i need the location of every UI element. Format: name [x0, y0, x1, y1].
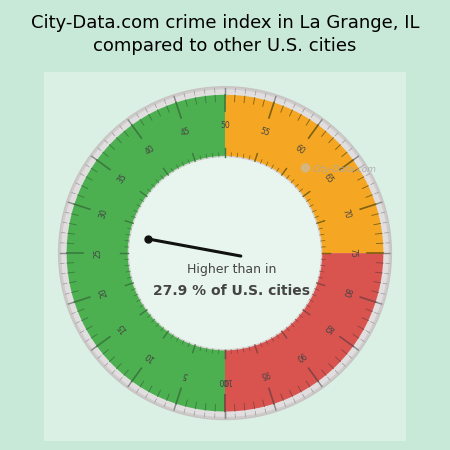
Text: 15: 15 — [115, 322, 128, 335]
Text: 35: 35 — [115, 171, 128, 185]
Circle shape — [301, 163, 310, 173]
Text: City-Data.com crime index in La Grange, IL
compared to other U.S. cities: City-Data.com crime index in La Grange, … — [31, 14, 419, 55]
Text: 75: 75 — [348, 248, 357, 258]
Text: 45: 45 — [180, 126, 192, 138]
Text: 30: 30 — [98, 208, 109, 220]
Text: 20: 20 — [98, 287, 109, 298]
Text: City-Data.com: City-Data.com — [312, 166, 376, 175]
Text: 60: 60 — [293, 144, 306, 157]
Text: 95: 95 — [258, 369, 270, 380]
Text: 55: 55 — [258, 126, 270, 138]
Text: 100: 100 — [218, 376, 232, 385]
Text: 80: 80 — [341, 287, 352, 298]
Text: 10: 10 — [144, 350, 157, 363]
Text: 40: 40 — [144, 144, 157, 157]
Wedge shape — [67, 95, 225, 411]
Text: 65: 65 — [322, 171, 335, 185]
Text: 0: 0 — [223, 376, 227, 385]
Text: 5: 5 — [182, 369, 189, 379]
Circle shape — [128, 157, 322, 350]
Text: 90: 90 — [293, 350, 306, 363]
Wedge shape — [225, 253, 383, 411]
Wedge shape — [58, 87, 392, 419]
Text: Higher than in: Higher than in — [187, 263, 276, 276]
Text: 25: 25 — [93, 248, 102, 258]
Text: 85: 85 — [322, 322, 335, 335]
Text: 70: 70 — [341, 208, 352, 220]
Wedge shape — [225, 95, 383, 253]
Text: 27.9 % of U.S. cities: 27.9 % of U.S. cities — [153, 284, 310, 298]
Text: 50: 50 — [220, 121, 230, 130]
Wedge shape — [58, 87, 392, 419]
